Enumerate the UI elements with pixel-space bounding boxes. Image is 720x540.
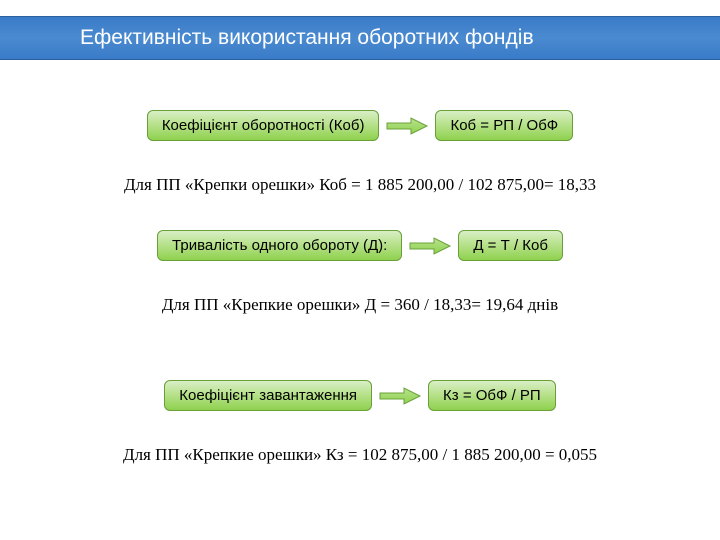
row-3: Коефіцієнт завантаження Кз = ОбФ / РП bbox=[0, 380, 720, 411]
formula-box-3: Кз = ОбФ / РП bbox=[428, 380, 556, 411]
arrow-right-icon bbox=[385, 115, 429, 137]
row-1: Коефіцієнт оборотності (Коб) Коб = РП / … bbox=[0, 110, 720, 141]
formula-box-1: Коб = РП / ОбФ bbox=[435, 110, 573, 141]
title-band: Ефективність використання оборотних фонд… bbox=[0, 16, 720, 60]
label-box-3: Коефіцієнт завантаження bbox=[164, 380, 372, 411]
label-box-1: Коефіцієнт оборотності (Коб) bbox=[147, 110, 380, 141]
calc-text-3: Для ПП «Крепкие орешки» Кз = 102 875,00 … bbox=[0, 445, 720, 465]
arrow-right-icon bbox=[408, 235, 452, 257]
label-box-2: Тривалість одного обороту (Д): bbox=[157, 230, 402, 261]
row-2: Тривалість одного обороту (Д): Д = Т / К… bbox=[0, 230, 720, 261]
arrow-right-icon bbox=[378, 385, 422, 407]
slide: Ефективність використання оборотних фонд… bbox=[0, 0, 720, 540]
formula-box-2: Д = Т / Коб bbox=[458, 230, 563, 261]
calc-text-2: Для ПП «Крепкие орешки» Д = 360 / 18,33=… bbox=[0, 295, 720, 315]
slide-title: Ефективність використання оборотних фонд… bbox=[80, 26, 534, 50]
calc-text-1: Для ПП «Крепки орешки» Коб = 1 885 200,0… bbox=[0, 175, 720, 195]
